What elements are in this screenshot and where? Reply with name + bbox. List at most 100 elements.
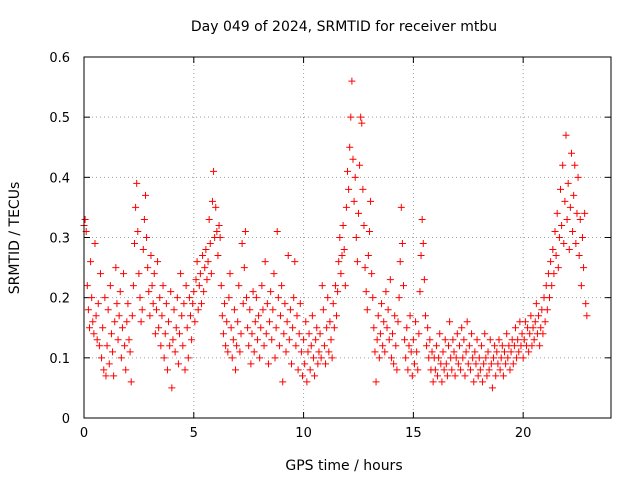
data-point (535, 312, 543, 320)
data-point (364, 252, 372, 260)
x-tick-label: 5 (190, 426, 198, 441)
data-point (484, 348, 492, 356)
data-point (285, 336, 293, 344)
data-point (275, 342, 283, 350)
data-point (111, 318, 119, 326)
data-point (394, 318, 402, 326)
data-point (412, 318, 420, 326)
data-point (122, 366, 130, 374)
data-point (291, 258, 299, 266)
data-point (154, 258, 162, 266)
data-point (434, 372, 442, 380)
data-point (340, 246, 348, 254)
data-point (95, 342, 103, 350)
data-point (264, 360, 272, 368)
data-point (471, 348, 479, 356)
data-point (163, 366, 171, 374)
data-point (576, 215, 584, 223)
data-point (247, 360, 255, 368)
data-point (133, 179, 141, 187)
data-point (417, 252, 425, 260)
data-point (258, 282, 266, 290)
data-point (479, 378, 487, 386)
data-point (374, 312, 382, 320)
tick-labels: 0 5 10 15 20 0 0.1 0.2 0.3 0.4 0.5 0.6 (49, 51, 531, 441)
data-point (452, 354, 460, 362)
data-point (167, 288, 175, 296)
data-point (566, 203, 574, 211)
data-point (85, 324, 93, 332)
data-point (124, 300, 132, 308)
data-point (143, 234, 151, 241)
data-point (356, 161, 364, 169)
data-point (539, 330, 547, 338)
data-point (148, 282, 156, 290)
data-point (170, 306, 178, 314)
data-point (391, 312, 399, 320)
data-point (348, 77, 356, 85)
data-point (336, 234, 344, 241)
data-point (464, 360, 472, 368)
data-point (286, 306, 294, 314)
data-point (215, 221, 223, 229)
data-point (259, 306, 267, 314)
data-point (256, 354, 264, 362)
data-point (347, 113, 355, 121)
data-point (282, 348, 290, 356)
data-point (126, 348, 134, 356)
data-point (435, 354, 443, 362)
data-point (270, 270, 278, 278)
data-points (80, 77, 591, 392)
data-point (236, 348, 244, 356)
data-point (235, 282, 243, 290)
data-point (368, 270, 376, 278)
data-point (102, 372, 110, 380)
data-point (251, 318, 259, 326)
data-point (383, 324, 391, 332)
data-point (426, 336, 434, 344)
data-point (396, 258, 404, 266)
data-point (127, 378, 135, 386)
data-point (306, 366, 314, 374)
data-point (475, 354, 483, 362)
data-point (334, 288, 342, 296)
data-point (573, 209, 581, 217)
data-point (548, 282, 556, 290)
data-point (405, 342, 413, 350)
y-tick-label: 0.2 (49, 292, 70, 307)
data-point (487, 360, 495, 368)
data-point (219, 330, 227, 338)
data-point (196, 270, 204, 278)
data-point (495, 336, 503, 344)
data-point (267, 288, 275, 296)
data-point (390, 360, 398, 368)
data-point (463, 318, 471, 326)
data-point (184, 354, 192, 362)
data-point (441, 336, 449, 344)
data-point (179, 342, 187, 350)
data-point (89, 318, 97, 326)
data-point (472, 360, 480, 368)
data-point (160, 354, 168, 362)
data-point (459, 354, 467, 362)
data-point (477, 342, 485, 350)
data-point (227, 324, 235, 332)
data-point (485, 366, 493, 374)
data-point (296, 300, 304, 308)
data-point (574, 173, 582, 181)
data-point (563, 215, 571, 223)
data-point (315, 348, 323, 356)
data-point (87, 258, 95, 266)
data-point (575, 252, 583, 260)
data-point (488, 384, 496, 392)
data-point (112, 264, 120, 272)
data-point (549, 246, 557, 254)
data-point (381, 348, 389, 356)
data-point (454, 360, 462, 368)
data-point (290, 294, 298, 302)
data-point (335, 258, 343, 266)
data-point (205, 215, 213, 223)
data-point (224, 348, 232, 356)
data-point (527, 312, 535, 320)
